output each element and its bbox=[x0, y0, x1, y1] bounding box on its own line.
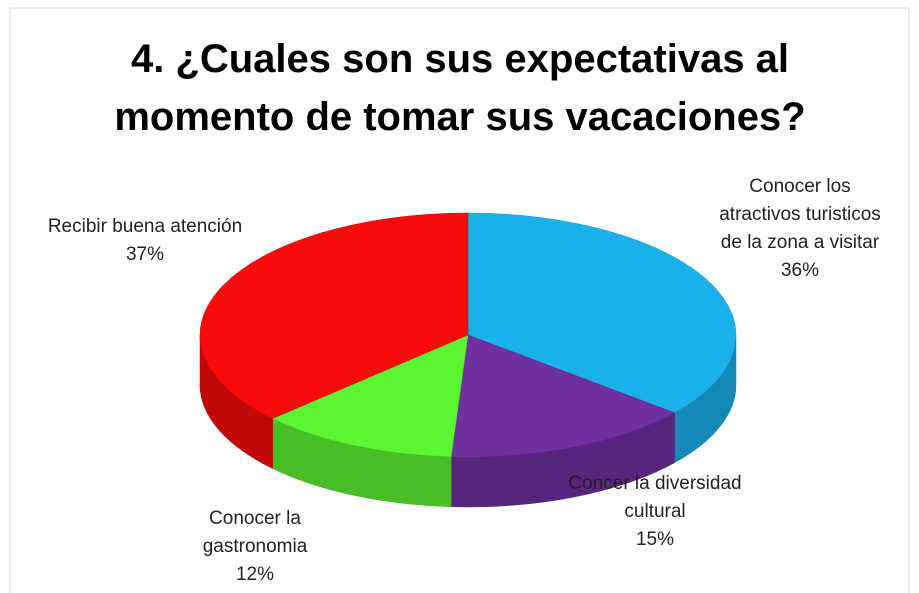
slice bbox=[272, 334, 469, 458]
category-name: Concer la diversidad cultural bbox=[568, 473, 742, 522]
category-name: Conocer los atractivos turisticos de la … bbox=[719, 176, 881, 253]
slice-label: Concer la diversidad cultural 15% bbox=[560, 470, 750, 554]
slice-label: Recibir buena atención 37% bbox=[40, 213, 250, 269]
slice-label: Conocer los atractivos turisticos de la … bbox=[710, 173, 890, 285]
chart-border bbox=[9, 7, 910, 593]
value-label: 12% bbox=[235, 564, 275, 585]
value-label: 15% bbox=[635, 529, 675, 550]
category-name: Recibir buena atención bbox=[47, 216, 243, 237]
value-label: 36% bbox=[780, 260, 820, 281]
value-label: 37% bbox=[125, 244, 165, 265]
slice bbox=[467, 212, 737, 414]
category-name: Conocer la gastronomia bbox=[202, 508, 308, 557]
slice-label: Conocer la gastronomia 12% bbox=[160, 505, 350, 589]
slice bbox=[199, 212, 469, 419]
slice bbox=[450, 334, 676, 458]
chart-title: 4. ¿Cuales son sus expectativas al momen… bbox=[114, 37, 806, 139]
